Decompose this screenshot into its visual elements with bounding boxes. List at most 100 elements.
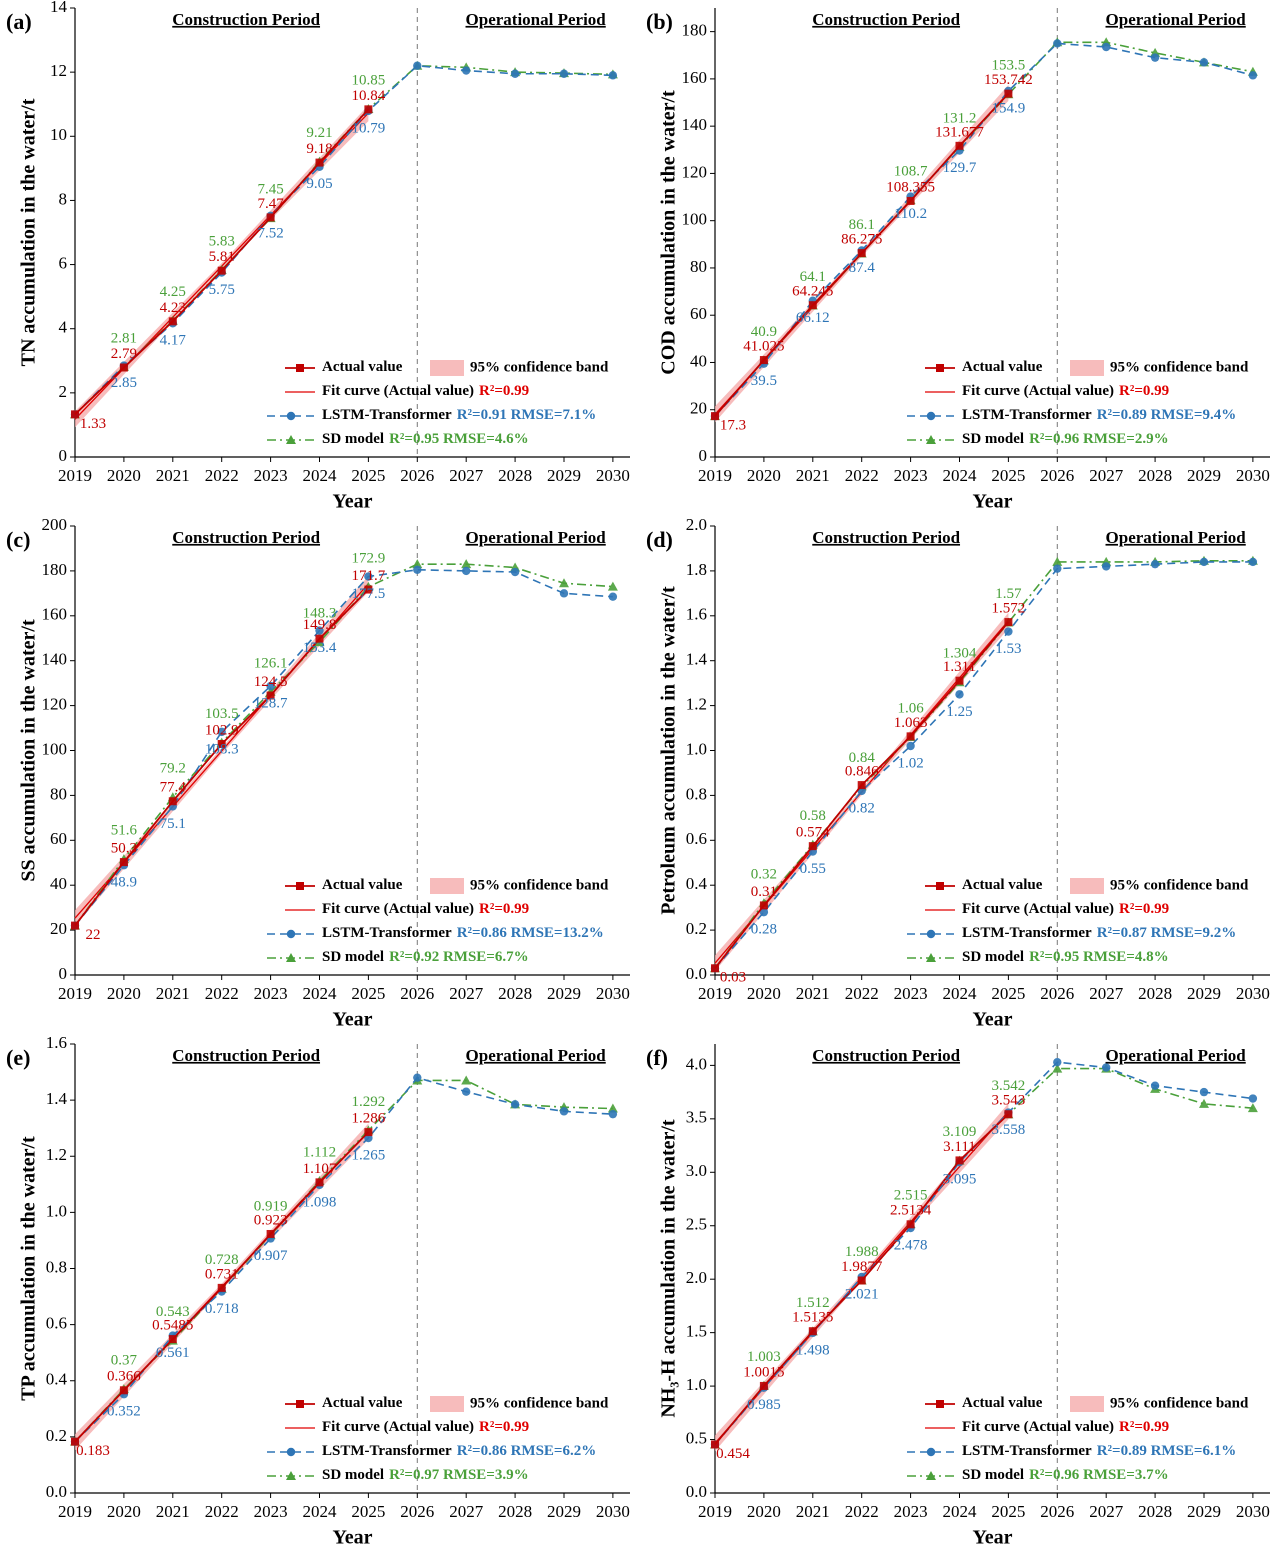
value-label: 153.742 <box>984 72 1033 88</box>
marker <box>759 901 768 910</box>
y-tick-label: 1.0 <box>686 1375 707 1394</box>
x-tick-label: 2025 <box>351 984 385 1003</box>
value-label: 0.907 <box>254 1248 288 1264</box>
legend-label: Fit curve (Actual value) <box>962 1419 1114 1435</box>
x-tick-label: 2023 <box>254 466 288 485</box>
x-tick-label: 2021 <box>796 984 830 1003</box>
legend-entry: SD model R²=0.96 RMSE=3.7% <box>962 1467 1169 1483</box>
legend-entry: SD model R²=0.92 RMSE=6.7% <box>322 949 529 965</box>
y-tick-label: 1.2 <box>686 695 707 714</box>
value-label: 0.03 <box>720 970 746 986</box>
y-tick-label: 1.0 <box>46 1201 67 1220</box>
legend-entry: Fit curve (Actual value) R²=0.99 <box>962 901 1169 917</box>
x-tick-label: 2028 <box>498 466 532 485</box>
value-label: 3.109 <box>943 1124 977 1140</box>
legend-entry: 95% confidence band <box>470 359 609 375</box>
y-tick-label: 0 <box>59 446 68 465</box>
marker <box>1052 1063 1063 1073</box>
legend-label: Fit curve (Actual value) <box>322 901 474 917</box>
y-tick-label: 0.0 <box>686 964 707 983</box>
value-label: 0.731 <box>205 1266 239 1282</box>
marker <box>1052 556 1063 566</box>
marker <box>217 727 226 737</box>
legend-swatch <box>1070 360 1104 376</box>
x-tick-label: 2020 <box>747 984 781 1003</box>
period-label: Operational Period <box>1106 10 1247 29</box>
marker <box>217 739 226 748</box>
marker <box>461 1075 472 1085</box>
period-label: Construction Period <box>172 10 320 29</box>
y-axis-label: SS accumulation in the water/t <box>18 619 40 882</box>
value-label: 79.2 <box>160 761 186 777</box>
value-label: 1.107 <box>303 1161 337 1177</box>
marker <box>926 1447 936 1457</box>
value-label: 9.21 <box>306 125 332 141</box>
marker <box>936 1400 944 1408</box>
x-tick-label: 2019 <box>58 1502 92 1521</box>
y-axis-label: TP accumulation in the water/t <box>18 1136 40 1401</box>
x-tick-label: 2020 <box>747 1502 781 1521</box>
legend-label: LSTM-Transformer <box>962 925 1092 941</box>
marker <box>1150 53 1160 62</box>
value-label: 22 <box>86 927 101 943</box>
y-tick-label: 1.8 <box>686 560 707 579</box>
legend-swatch <box>430 360 464 376</box>
marker <box>559 589 569 598</box>
panel: (d) Petroleum accumulation in the water/t… <box>646 515 1270 1031</box>
y-tick-label: 0.6 <box>686 829 707 848</box>
y-tick-label: 1.0 <box>686 739 707 758</box>
marker <box>413 565 422 574</box>
y-axis-label: NH₃-H accumulation in the water/t <box>658 1119 680 1418</box>
marker <box>1199 1087 1209 1097</box>
value-label: 3.111 <box>943 1139 976 1155</box>
y-axis-label: TN accumulation in the water/t <box>18 98 40 366</box>
period-label: Construction Period <box>812 528 960 547</box>
value-label: 0.728 <box>205 1252 239 1268</box>
y-tick-label: 4.0 <box>686 1054 707 1073</box>
marker <box>936 882 944 890</box>
value-label: 41.025 <box>743 338 784 354</box>
value-label: 108.355 <box>886 179 935 195</box>
x-tick-label: 2029 <box>547 1502 581 1521</box>
y-tick-label: 40 <box>50 874 67 893</box>
value-label: 1.02 <box>897 755 923 771</box>
value-label: 149.8 <box>303 617 337 633</box>
x-tick-label: 2028 <box>1138 984 1172 1003</box>
y-tick-label: 1.5 <box>686 1322 707 1341</box>
x-tick-label: 2027 <box>449 466 484 485</box>
legend-stats: R²=0.99 <box>479 901 529 917</box>
x-tick-label: 2020 <box>107 984 141 1003</box>
y-tick-label: 40 <box>690 351 707 370</box>
y-tick-label: 6 <box>59 253 68 272</box>
marker <box>364 1128 373 1137</box>
marker <box>936 364 944 372</box>
value-label: 3.558 <box>992 1122 1026 1138</box>
y-tick-label: 0 <box>699 446 708 465</box>
legend-entry: 95% confidence band <box>1110 1395 1249 1411</box>
value-label: 2.79 <box>111 346 137 362</box>
legend-label: Actual value <box>962 1395 1043 1411</box>
marker <box>926 1471 936 1480</box>
value-label: 48.9 <box>111 875 137 891</box>
marker <box>711 412 719 421</box>
value-label: 128.7 <box>254 696 288 712</box>
x-tick-label: 2024 <box>302 466 337 485</box>
marker <box>559 1107 569 1116</box>
marker <box>266 213 275 222</box>
x-axis-label: Year <box>333 1527 373 1549</box>
period-label: Operational Period <box>1106 528 1247 547</box>
legend-stats: R²=0.96 RMSE=2.9% <box>1029 431 1169 447</box>
series-line <box>714 1061 1253 1445</box>
x-tick-label: 2024 <box>942 984 977 1003</box>
panel-label: (d) <box>646 527 673 552</box>
value-label: 126.1 <box>254 655 288 671</box>
y-tick-label: 80 <box>50 784 67 803</box>
legend-entry: Fit curve (Actual value) R²=0.99 <box>322 901 529 917</box>
y-tick-label: 1.4 <box>46 1089 68 1108</box>
legend-entry: Actual value <box>322 359 403 375</box>
value-label: 177.5 <box>352 586 386 602</box>
value-label: 1.265 <box>352 1147 386 1163</box>
marker <box>217 266 226 275</box>
x-tick-label: 2026 <box>400 1502 434 1521</box>
legend-stats: R²=0.86 RMSE=13.2% <box>457 925 604 941</box>
